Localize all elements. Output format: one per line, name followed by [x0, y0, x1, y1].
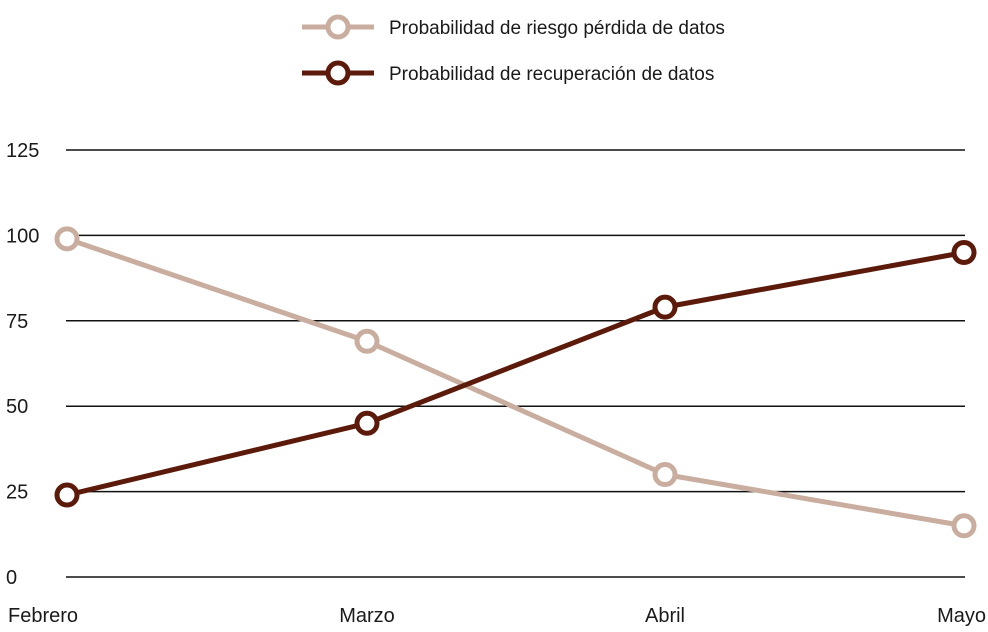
y-tick-label-0: 0 — [6, 567, 17, 589]
x-tick-label-marzo: Marzo — [339, 605, 395, 627]
data-point-riesgo-mayo — [951, 513, 977, 539]
y-tick-label-125: 125 — [6, 140, 39, 162]
series-line-riesgo — [66, 236, 965, 529]
y-tick-label-25: 25 — [6, 482, 28, 504]
x-tick-label-abril: Abril — [645, 605, 685, 627]
y-axis-ticks: 0 25 50 75 100 125 — [6, 140, 39, 589]
y-tick-label-100: 100 — [6, 225, 39, 247]
data-point-riesgo-febrero — [54, 226, 80, 252]
data-point-riesgo-abril — [652, 462, 678, 488]
legend-marker-riesgo — [325, 14, 351, 40]
x-tick-label-mayo: Mayo — [937, 605, 986, 627]
legend-label-riesgo: Probabilidad de riesgo pérdida de datos — [389, 18, 725, 39]
x-axis-ticks: Febrero Marzo Abril Mayo — [8, 605, 986, 627]
data-point-riesgo-marzo — [354, 328, 380, 354]
data-point-recuperacion-abril — [652, 294, 678, 320]
y-tick-label-50: 50 — [6, 396, 28, 418]
legend: Probabilidad de riesgo pérdida de datos … — [302, 14, 725, 86]
y-tick-label-75: 75 — [6, 311, 28, 333]
x-tick-label-febrero: Febrero — [8, 605, 78, 627]
legend-marker-recuperacion — [325, 60, 351, 86]
legend-item-recuperacion: Probabilidad de recuperación de datos — [302, 60, 714, 86]
legend-item-riesgo: Probabilidad de riesgo pérdida de datos — [302, 14, 725, 40]
data-point-recuperacion-febrero — [54, 482, 80, 508]
data-points — [54, 226, 977, 539]
data-point-recuperacion-marzo — [354, 410, 380, 436]
legend-label-recuperacion: Probabilidad de recuperación de datos — [389, 64, 714, 85]
series-lines — [66, 236, 965, 529]
series-line-recuperacion — [66, 250, 965, 498]
data-point-recuperacion-mayo — [951, 239, 977, 265]
